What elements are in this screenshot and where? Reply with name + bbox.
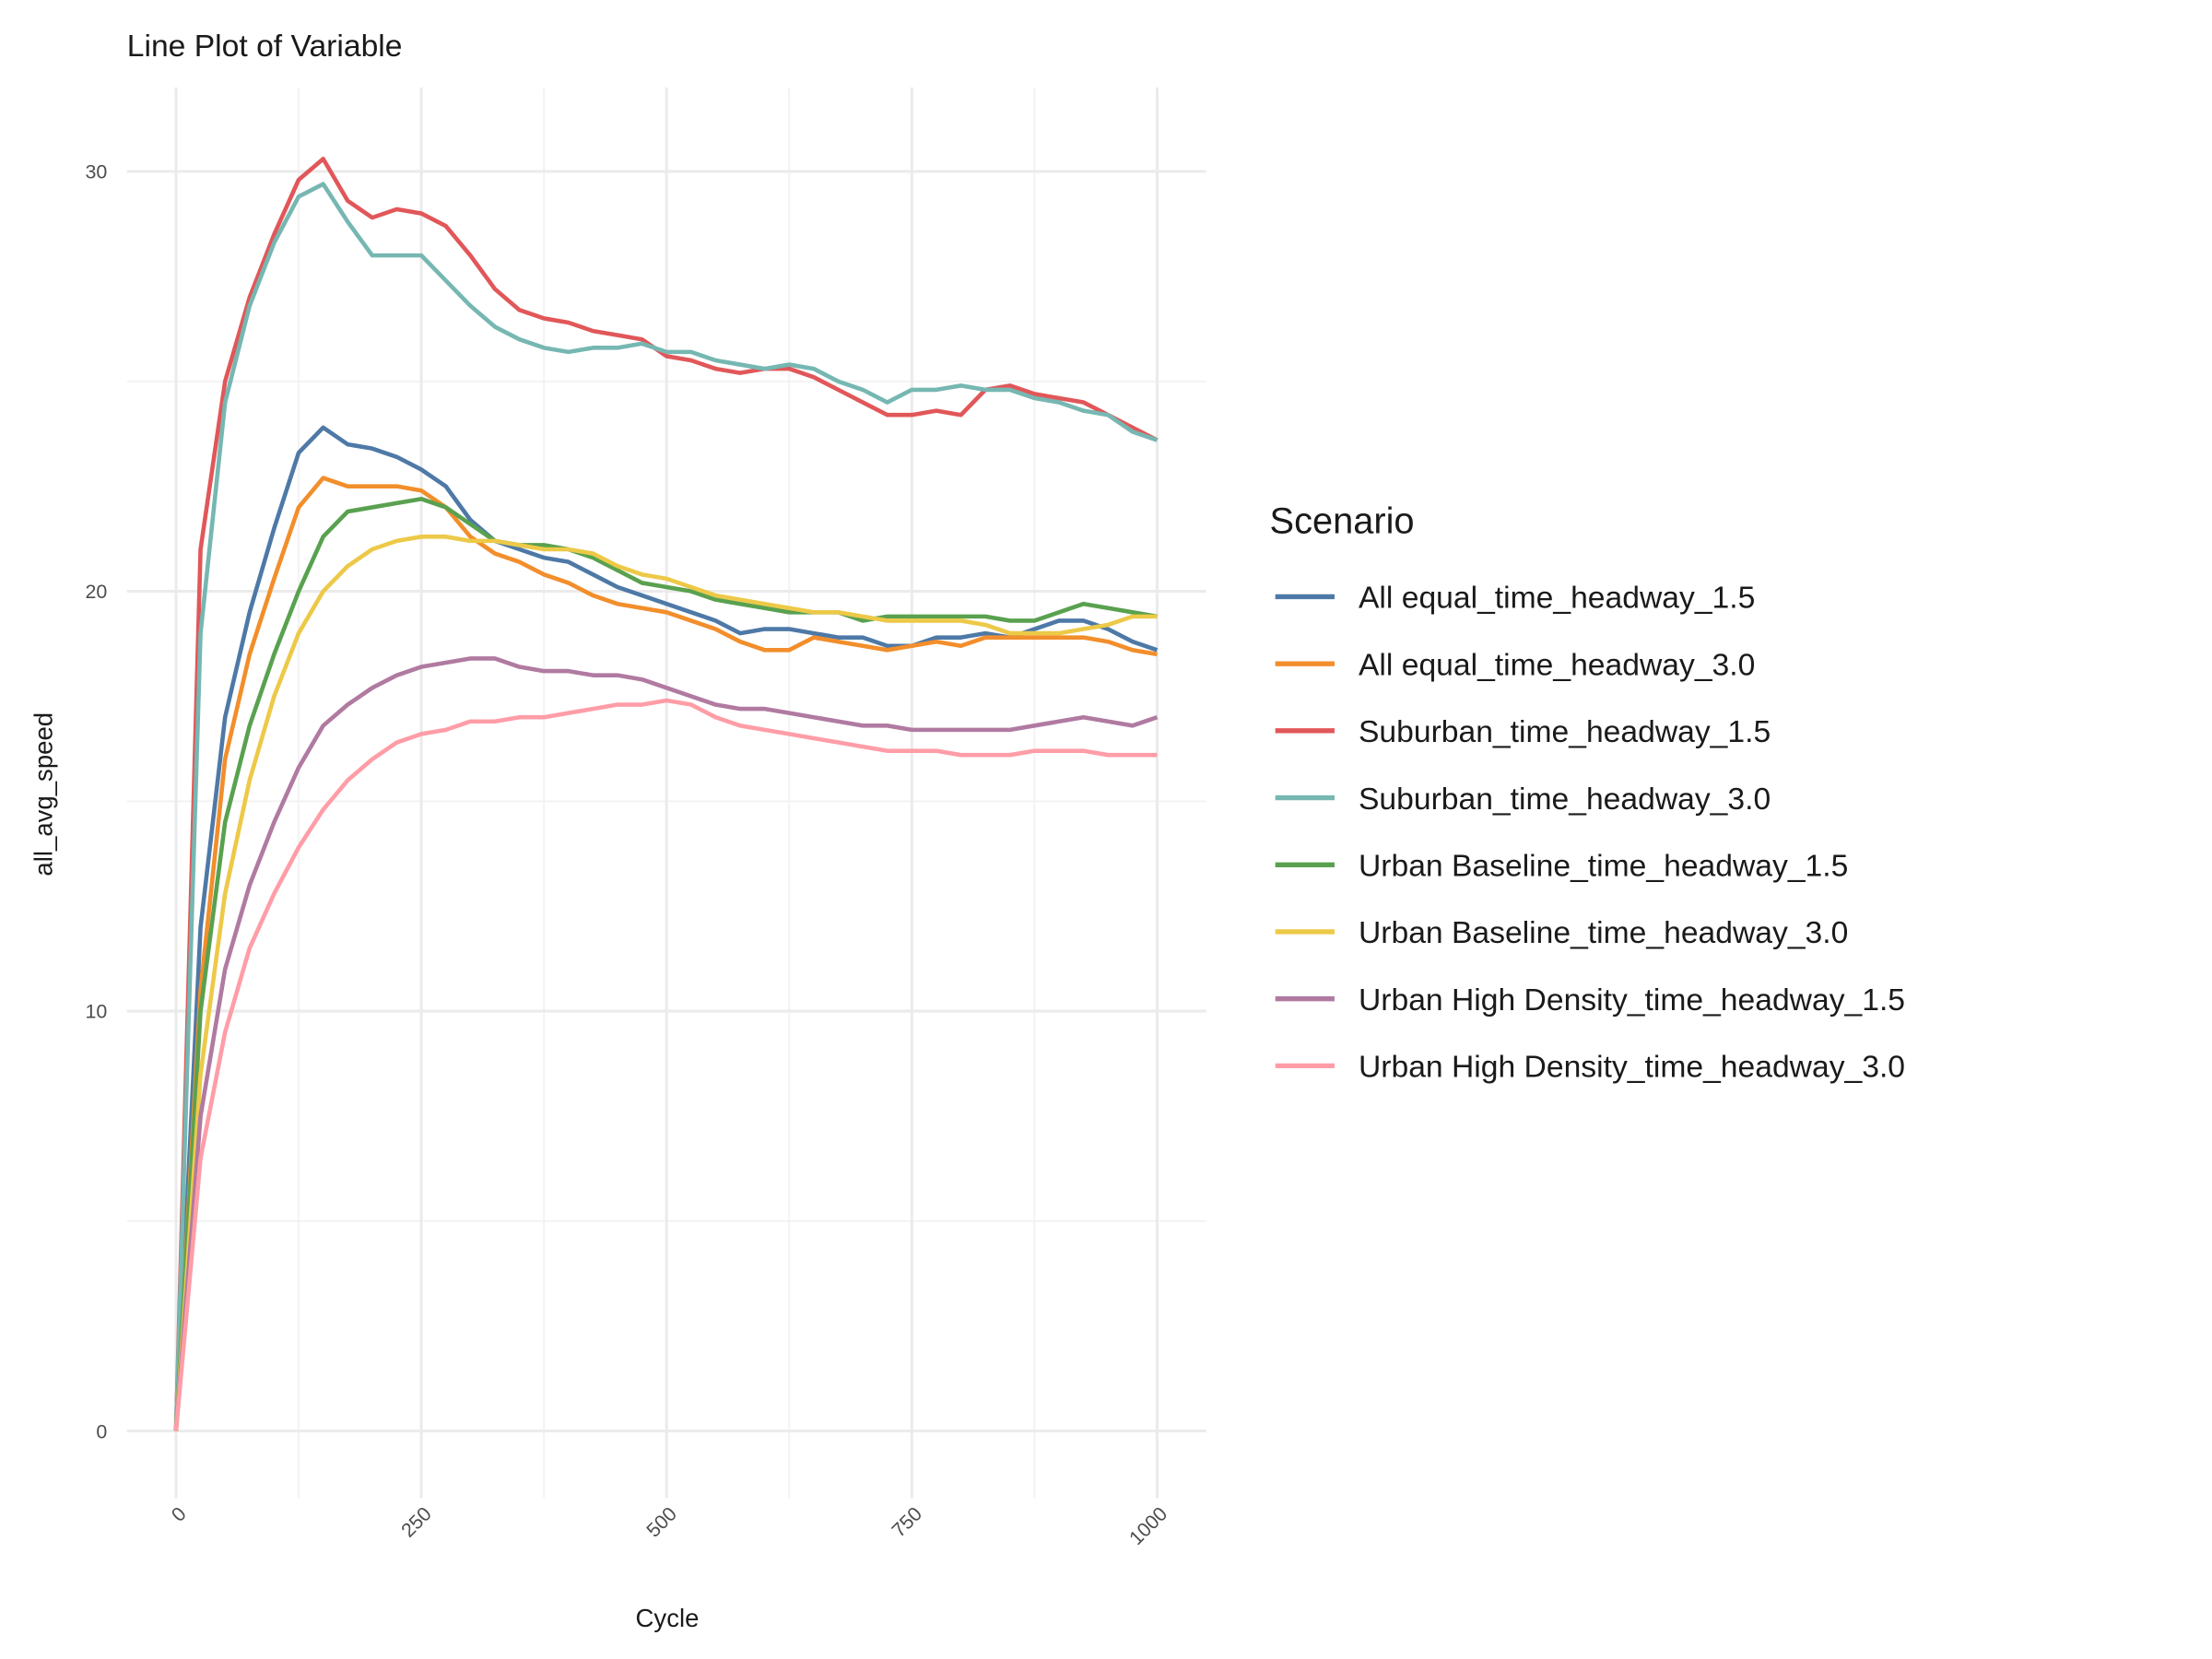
series-line: [173, 535, 1158, 1431]
y-tick-label: 0: [96, 1420, 107, 1442]
legend-label: Urban Baseline_time_headway_1.5: [1359, 850, 1848, 884]
series-line: [173, 182, 1159, 1431]
chart-title: Line Plot of Variable: [127, 29, 403, 64]
series-line: [173, 698, 1158, 1431]
x-tick-label: 1000: [1125, 1502, 1172, 1549]
x-tick-label: 500: [642, 1502, 681, 1541]
x-tick-label: 250: [397, 1502, 436, 1541]
x-tick-label: 0: [167, 1502, 190, 1525]
x-tick-label: 750: [888, 1502, 926, 1541]
y-tick-label: 20: [86, 581, 108, 603]
legend-label: All equal_time_headway_3.0: [1359, 648, 1755, 682]
series-line: [173, 656, 1159, 1431]
series-line: [173, 497, 1158, 1431]
series-line: [173, 425, 1159, 1431]
legend-label: Urban High Density_time_headway_3.0: [1359, 1051, 1905, 1085]
legend-title: Scenario: [1270, 501, 1415, 542]
legend-label: Urban Baseline_time_headway_3.0: [1359, 916, 1848, 950]
y-tick-label: 30: [86, 161, 108, 183]
legend-label: Urban High Density_time_headway_1.5: [1359, 983, 1905, 1018]
y-tick-label: 10: [86, 1001, 108, 1023]
legend-label: Suburban_time_headway_3.0: [1359, 782, 1771, 817]
legend-label: All equal_time_headway_1.5: [1359, 582, 1755, 616]
x-axis-title: Cycle: [636, 1604, 700, 1632]
series-line: [173, 476, 1158, 1431]
y-axis-title: all_avg_speed: [29, 712, 58, 877]
legend-label: Suburban_time_headway_1.5: [1359, 715, 1771, 749]
